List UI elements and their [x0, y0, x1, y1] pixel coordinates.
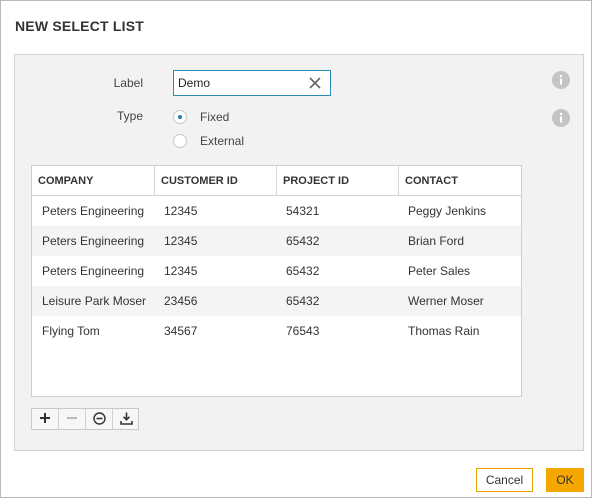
cell-customer-id: 12345: [164, 234, 198, 248]
remove-row-button[interactable]: [59, 409, 86, 429]
cell-company: Leisure Park Moser: [42, 294, 147, 308]
import-button[interactable]: [113, 409, 140, 429]
info-icon[interactable]: [552, 109, 570, 127]
clear-rows-button[interactable]: [86, 409, 113, 429]
table-row[interactable]: Peters Engineering 12345 54321 Peggy Jen…: [32, 196, 521, 226]
add-row-button[interactable]: [32, 409, 59, 429]
cell-contact: Brian Ford: [408, 234, 465, 248]
label-input-wrapper[interactable]: [173, 70, 331, 96]
cell-project-id: 65432: [286, 234, 320, 248]
cell-customer-id: 23456: [164, 294, 198, 308]
cell-company: Peters Engineering: [42, 234, 145, 248]
cell-contact: Werner Moser: [408, 294, 484, 308]
radio-external-label[interactable]: External: [200, 134, 245, 148]
table-row[interactable]: Peters Engineering 12345 65432 Peter Sal…: [32, 256, 521, 286]
cell-project-id: 76543: [286, 324, 320, 338]
select-list-grid: COMPANY CUSTOMER ID PROJECT ID CONTACT P…: [31, 165, 522, 397]
table-row[interactable]: Peters Engineering 12345 65432 Brian For…: [32, 226, 521, 256]
column-header-company[interactable]: COMPANY: [32, 166, 155, 196]
cell-customer-id: 12345: [164, 204, 198, 218]
column-header-contact[interactable]: CONTACT: [405, 175, 458, 187]
clear-icon[interactable]: [308, 76, 322, 90]
column-header-customer-id[interactable]: CUSTOMER ID: [155, 166, 277, 196]
cell-company: Peters Engineering: [42, 204, 145, 218]
radio-fixed[interactable]: [173, 110, 187, 124]
label-input[interactable]: [178, 74, 304, 92]
cancel-button[interactable]: Cancel: [476, 468, 533, 492]
label-caption: Label: [113, 76, 143, 90]
table-row[interactable]: Flying Tom 34567 76543 Thomas Rain: [32, 316, 521, 346]
type-caption: Type: [116, 109, 143, 123]
radio-external[interactable]: [173, 134, 187, 148]
cell-project-id: 65432: [286, 294, 320, 308]
cell-contact: Peter Sales: [408, 264, 471, 278]
column-header-project-id[interactable]: PROJECT ID: [277, 166, 399, 196]
grid-header: COMPANY CUSTOMER ID PROJECT ID CONTACT: [32, 166, 521, 196]
cell-customer-id: 34567: [164, 324, 198, 338]
add-icon: [40, 413, 50, 423]
import-icon: [120, 412, 133, 425]
cell-project-id: 54321: [286, 204, 320, 218]
cell-contact: Thomas Rain: [408, 324, 480, 338]
cell-customer-id: 12345: [164, 264, 198, 278]
cell-company: Flying Tom: [42, 324, 100, 338]
table-row[interactable]: Leisure Park Moser 23456 65432 Werner Mo…: [32, 286, 521, 316]
dialog-title: NEW SELECT LIST: [15, 18, 144, 34]
cell-company: Peters Engineering: [42, 264, 145, 278]
form-panel: Label Type Fixed External COMPANY CUSTOM…: [14, 54, 584, 451]
cell-contact: Peggy Jenkins: [408, 204, 487, 218]
cell-project-id: 65432: [286, 264, 320, 278]
radio-fixed-label[interactable]: Fixed: [200, 110, 230, 124]
grid-toolbar: [31, 408, 139, 430]
info-icon[interactable]: [552, 71, 570, 89]
ok-button[interactable]: OK: [546, 468, 584, 492]
clear-icon: [93, 412, 106, 425]
remove-icon: [67, 417, 77, 419]
